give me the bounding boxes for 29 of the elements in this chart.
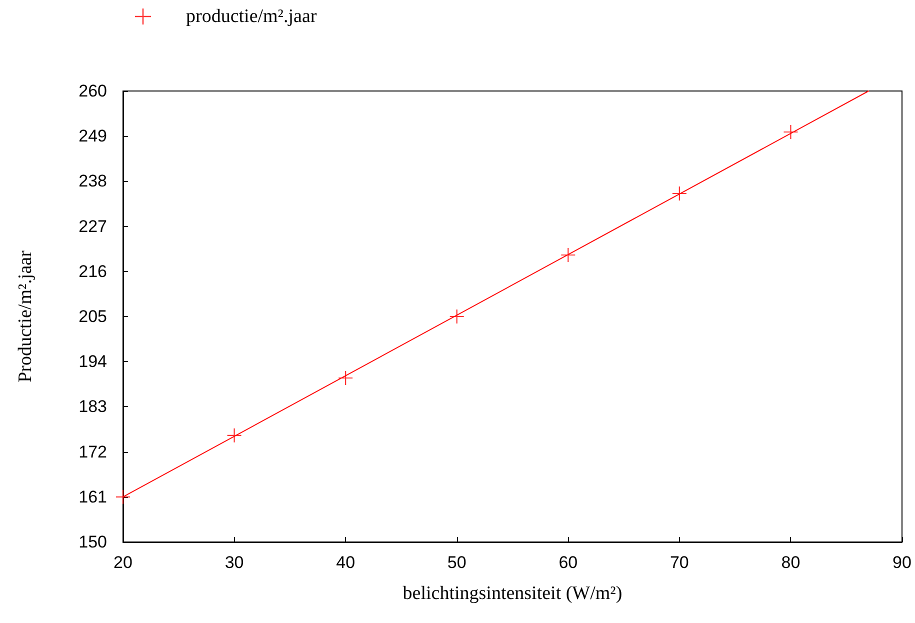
y-tick-label: 238 bbox=[78, 172, 107, 191]
x-tick-label: 20 bbox=[114, 553, 132, 572]
y-tick-label: 183 bbox=[78, 397, 107, 416]
y-tick-label: 172 bbox=[78, 442, 107, 462]
point bbox=[784, 125, 798, 139]
x-tick-label: 60 bbox=[558, 553, 578, 572]
point bbox=[450, 310, 464, 324]
y-tick-label: 150 bbox=[78, 532, 107, 552]
x-tick-label: 30 bbox=[224, 553, 244, 572]
x-tick-label: 50 bbox=[447, 553, 466, 572]
y-tick-label: 249 bbox=[78, 126, 107, 146]
x-tick-label: 80 bbox=[781, 553, 800, 572]
legend-label: productie/m².jaar bbox=[186, 6, 318, 27]
x-axis-title: belichtingsintensiteit (W/m²) bbox=[402, 583, 622, 604]
point bbox=[561, 248, 576, 262]
y-tick-label: 216 bbox=[78, 262, 107, 281]
y-tick-label: 260 bbox=[78, 82, 107, 100]
point bbox=[338, 371, 353, 385]
x-tick-label: 70 bbox=[670, 553, 689, 572]
point bbox=[116, 490, 130, 504]
y-tick-label: 161 bbox=[78, 487, 107, 506]
y-axis-title: Productie/m².jaar bbox=[15, 250, 36, 382]
point bbox=[227, 428, 242, 442]
x-tick-label: 40 bbox=[336, 553, 356, 572]
y-tick-label: 227 bbox=[78, 216, 107, 236]
y-tick-label: 194 bbox=[78, 352, 107, 372]
x-tick-label: 90 bbox=[892, 553, 912, 572]
point bbox=[672, 186, 686, 200]
y-tick-label: 205 bbox=[78, 307, 107, 326]
